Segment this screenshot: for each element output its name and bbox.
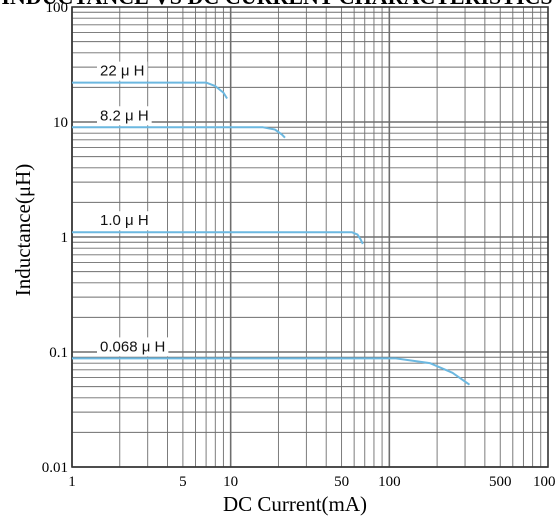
series-label: 8.2 μ H	[100, 107, 149, 124]
series-line	[72, 357, 471, 386]
plot-frame	[71, 6, 549, 468]
y-tick-label: 100	[46, 0, 69, 16]
y-tick-label: 0.1	[49, 345, 68, 361]
series-line	[72, 126, 286, 139]
x-tick-label: 500	[489, 474, 512, 490]
x-axis-title: DC Current(mA)	[223, 492, 367, 516]
y-tick-label: 0.01	[42, 460, 68, 476]
series-label: 0.068 μ H	[100, 338, 165, 355]
series-line	[72, 81, 228, 100]
y-axis-title: Inductance(μH)	[11, 164, 35, 297]
y-tick-label: 1	[61, 230, 69, 246]
series-layer: 22 μ H 8.2 μ H 1.0 μ H 0.068 μ H	[72, 61, 471, 386]
x-tick-label: 10	[223, 474, 238, 490]
series-label: 1.0 μ H	[100, 212, 149, 229]
chart-title: INDUCTANCE VS DC CURRENT CHARACTERISTICS	[1, 0, 552, 9]
grid-layer	[71, 6, 549, 468]
series-label-background	[97, 337, 169, 357]
series-label: 22 μ H	[100, 63, 145, 80]
x-tick-label: 5	[179, 474, 187, 490]
x-tick-label: 50	[334, 474, 349, 490]
x-tick-label: 1	[68, 474, 76, 490]
series-label-background	[97, 106, 152, 126]
series-label-background	[97, 61, 148, 81]
series-line	[72, 231, 364, 245]
x-tick-label: 100	[378, 474, 401, 490]
y-tick-label: 10	[53, 115, 68, 131]
series-label-background	[97, 211, 152, 231]
